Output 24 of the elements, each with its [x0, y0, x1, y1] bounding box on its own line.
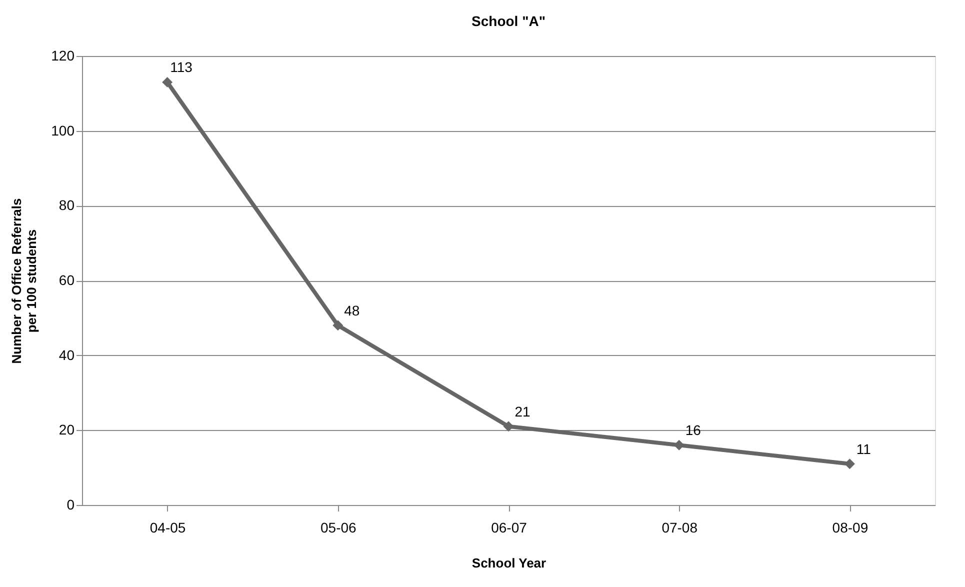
y-tick-label: 100	[51, 122, 75, 138]
x-tick-label: 04-05	[150, 520, 186, 536]
y-tick-label: 20	[58, 422, 75, 438]
y-tick-label: 120	[51, 48, 75, 64]
y-axis-title: Number of Office Referrals per 100 students	[9, 198, 40, 364]
y-tick-label: 0	[66, 496, 75, 512]
point	[503, 421, 514, 432]
data-label: 48	[344, 302, 360, 318]
y-tick-label: 60	[58, 272, 75, 288]
data-label: 113	[170, 59, 193, 76]
y-tick-label: 80	[58, 197, 75, 214]
x-axis-title: School Year	[472, 556, 546, 570]
x-tick-label: 06-07	[491, 520, 528, 536]
data-label: 21	[514, 403, 530, 420]
x-tick-label: 05-06	[320, 520, 357, 536]
y-tick-label: 40	[58, 346, 75, 363]
x-tick-label: 08-09	[832, 520, 868, 536]
x-tick-label: 07-08	[662, 520, 698, 536]
data-label: 16	[685, 422, 702, 438]
point	[162, 76, 173, 88]
data-label: 11	[856, 440, 872, 457]
point	[674, 440, 684, 450]
point	[332, 320, 344, 331]
chart-title: School "A"	[472, 13, 546, 29]
